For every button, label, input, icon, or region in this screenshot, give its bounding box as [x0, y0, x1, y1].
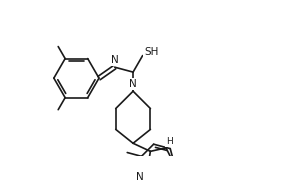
Text: H: H [166, 137, 173, 146]
Text: N: N [129, 79, 137, 89]
Text: N: N [111, 55, 118, 65]
Text: N: N [136, 172, 144, 180]
Text: SH: SH [144, 47, 158, 57]
